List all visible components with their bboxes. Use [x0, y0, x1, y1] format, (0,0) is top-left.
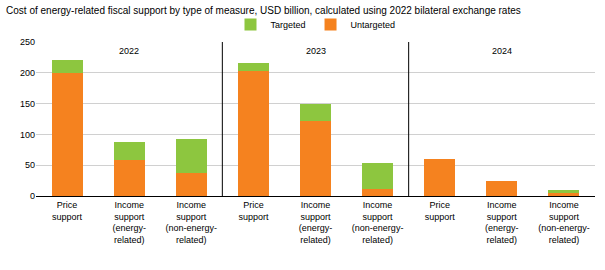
svg-text:100: 100: [20, 130, 35, 140]
svg-text:Incomesupport(non-energy-relat: Incomesupport(non-energy-related): [166, 200, 218, 245]
svg-text:Pricesupport: Pricesupport: [425, 200, 456, 222]
svg-text:Untargeted: Untargeted: [351, 20, 396, 30]
svg-text:200: 200: [20, 68, 35, 78]
svg-text:Cost of energy-related fiscal: Cost of energy-related fiscal support by…: [6, 5, 521, 16]
svg-text:Incomesupport(non-energy-relat: Incomesupport(non-energy-related): [538, 200, 590, 245]
svg-text:2023: 2023: [306, 46, 326, 56]
svg-text:50: 50: [25, 160, 35, 170]
svg-text:150: 150: [20, 99, 35, 109]
svg-text:Incomesupport(energy-related): Incomesupport(energy-related): [485, 200, 519, 245]
svg-text:Incomesupport(energy-related): Incomesupport(energy-related): [299, 200, 333, 245]
svg-text:250: 250: [20, 37, 35, 47]
svg-text:Pricesupport: Pricesupport: [238, 200, 269, 222]
svg-text:Incomesupport(energy-related): Incomesupport(energy-related): [112, 200, 146, 245]
svg-text:Targeted: Targeted: [271, 20, 306, 30]
svg-text:2022: 2022: [119, 46, 139, 56]
svg-text:Pricesupport: Pricesupport: [52, 200, 83, 222]
svg-text:2024: 2024: [492, 46, 512, 56]
svg-text:0: 0: [30, 191, 35, 201]
svg-text:Incomesupport(non-energy-relat: Incomesupport(non-energy-related): [352, 200, 404, 245]
